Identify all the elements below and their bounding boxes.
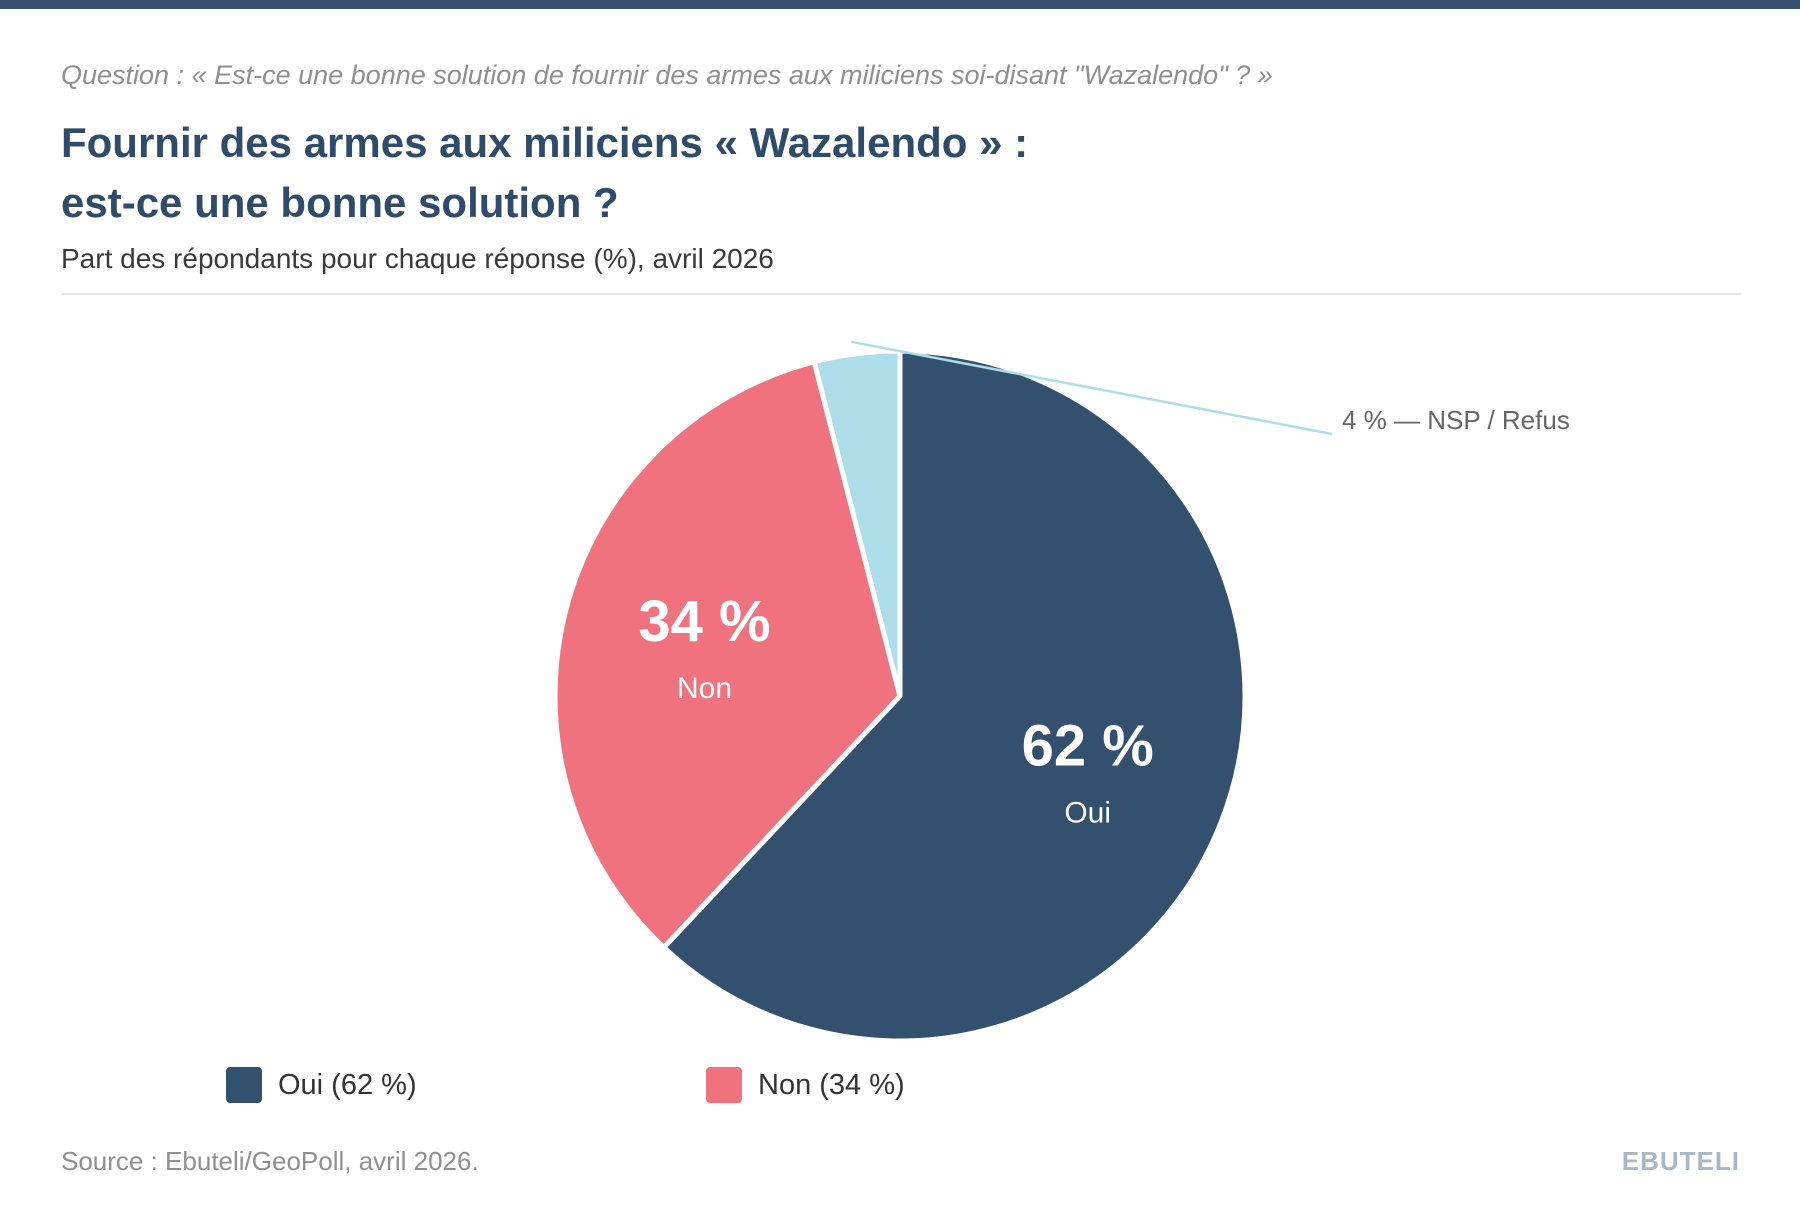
slice-name-label-oui: Oui — [1064, 796, 1111, 829]
chart-subtitle: Part des répondants pour chaque réponse … — [61, 243, 774, 274]
source-note: Source : Ebuteli/GeoPoll, avril 2026. — [61, 1146, 479, 1176]
slice-name-label-non: Non — [677, 672, 732, 705]
chart-title-line-2: est-ce une bonne solution ? — [61, 179, 619, 226]
slice-value-label-oui: 62 % — [1022, 713, 1154, 778]
legend-swatch-non — [706, 1067, 742, 1103]
pie-labels: 62 % Oui 34 % Non 4 % — NSP / Refus — [638, 340, 1570, 829]
brand-logo-text: EBUTELI — [1621, 1146, 1740, 1176]
legend-item-oui: Oui (62 %) — [226, 1067, 417, 1103]
chart-title-line-1: Fournir des armes aux miliciens « Wazale… — [61, 119, 1029, 166]
slice-value-label-non: 34 % — [638, 589, 770, 654]
top-accent-bar — [0, 0, 1800, 9]
pie-slice-oui — [661, 348, 1248, 1044]
leader-line-nsp-refus — [851, 340, 1333, 436]
legend-item-non: Non (34 %) — [706, 1067, 905, 1103]
header-divider — [61, 293, 1741, 295]
pie-slice-non — [552, 359, 903, 950]
survey-question: Question : « Est-ce une bonne solution d… — [61, 60, 1273, 90]
slice-callout-label-nsp-refus: 4 % — NSP / Refus — [1342, 405, 1570, 435]
legend-label-non: Non (34 %) — [758, 1068, 905, 1101]
legend-label-oui: Oui (62 %) — [278, 1068, 417, 1101]
chart-title: Fournir des armes aux miliciens « Wazale… — [61, 113, 1028, 233]
legend-swatch-oui — [226, 1067, 262, 1103]
pie-slices — [552, 348, 1248, 1044]
